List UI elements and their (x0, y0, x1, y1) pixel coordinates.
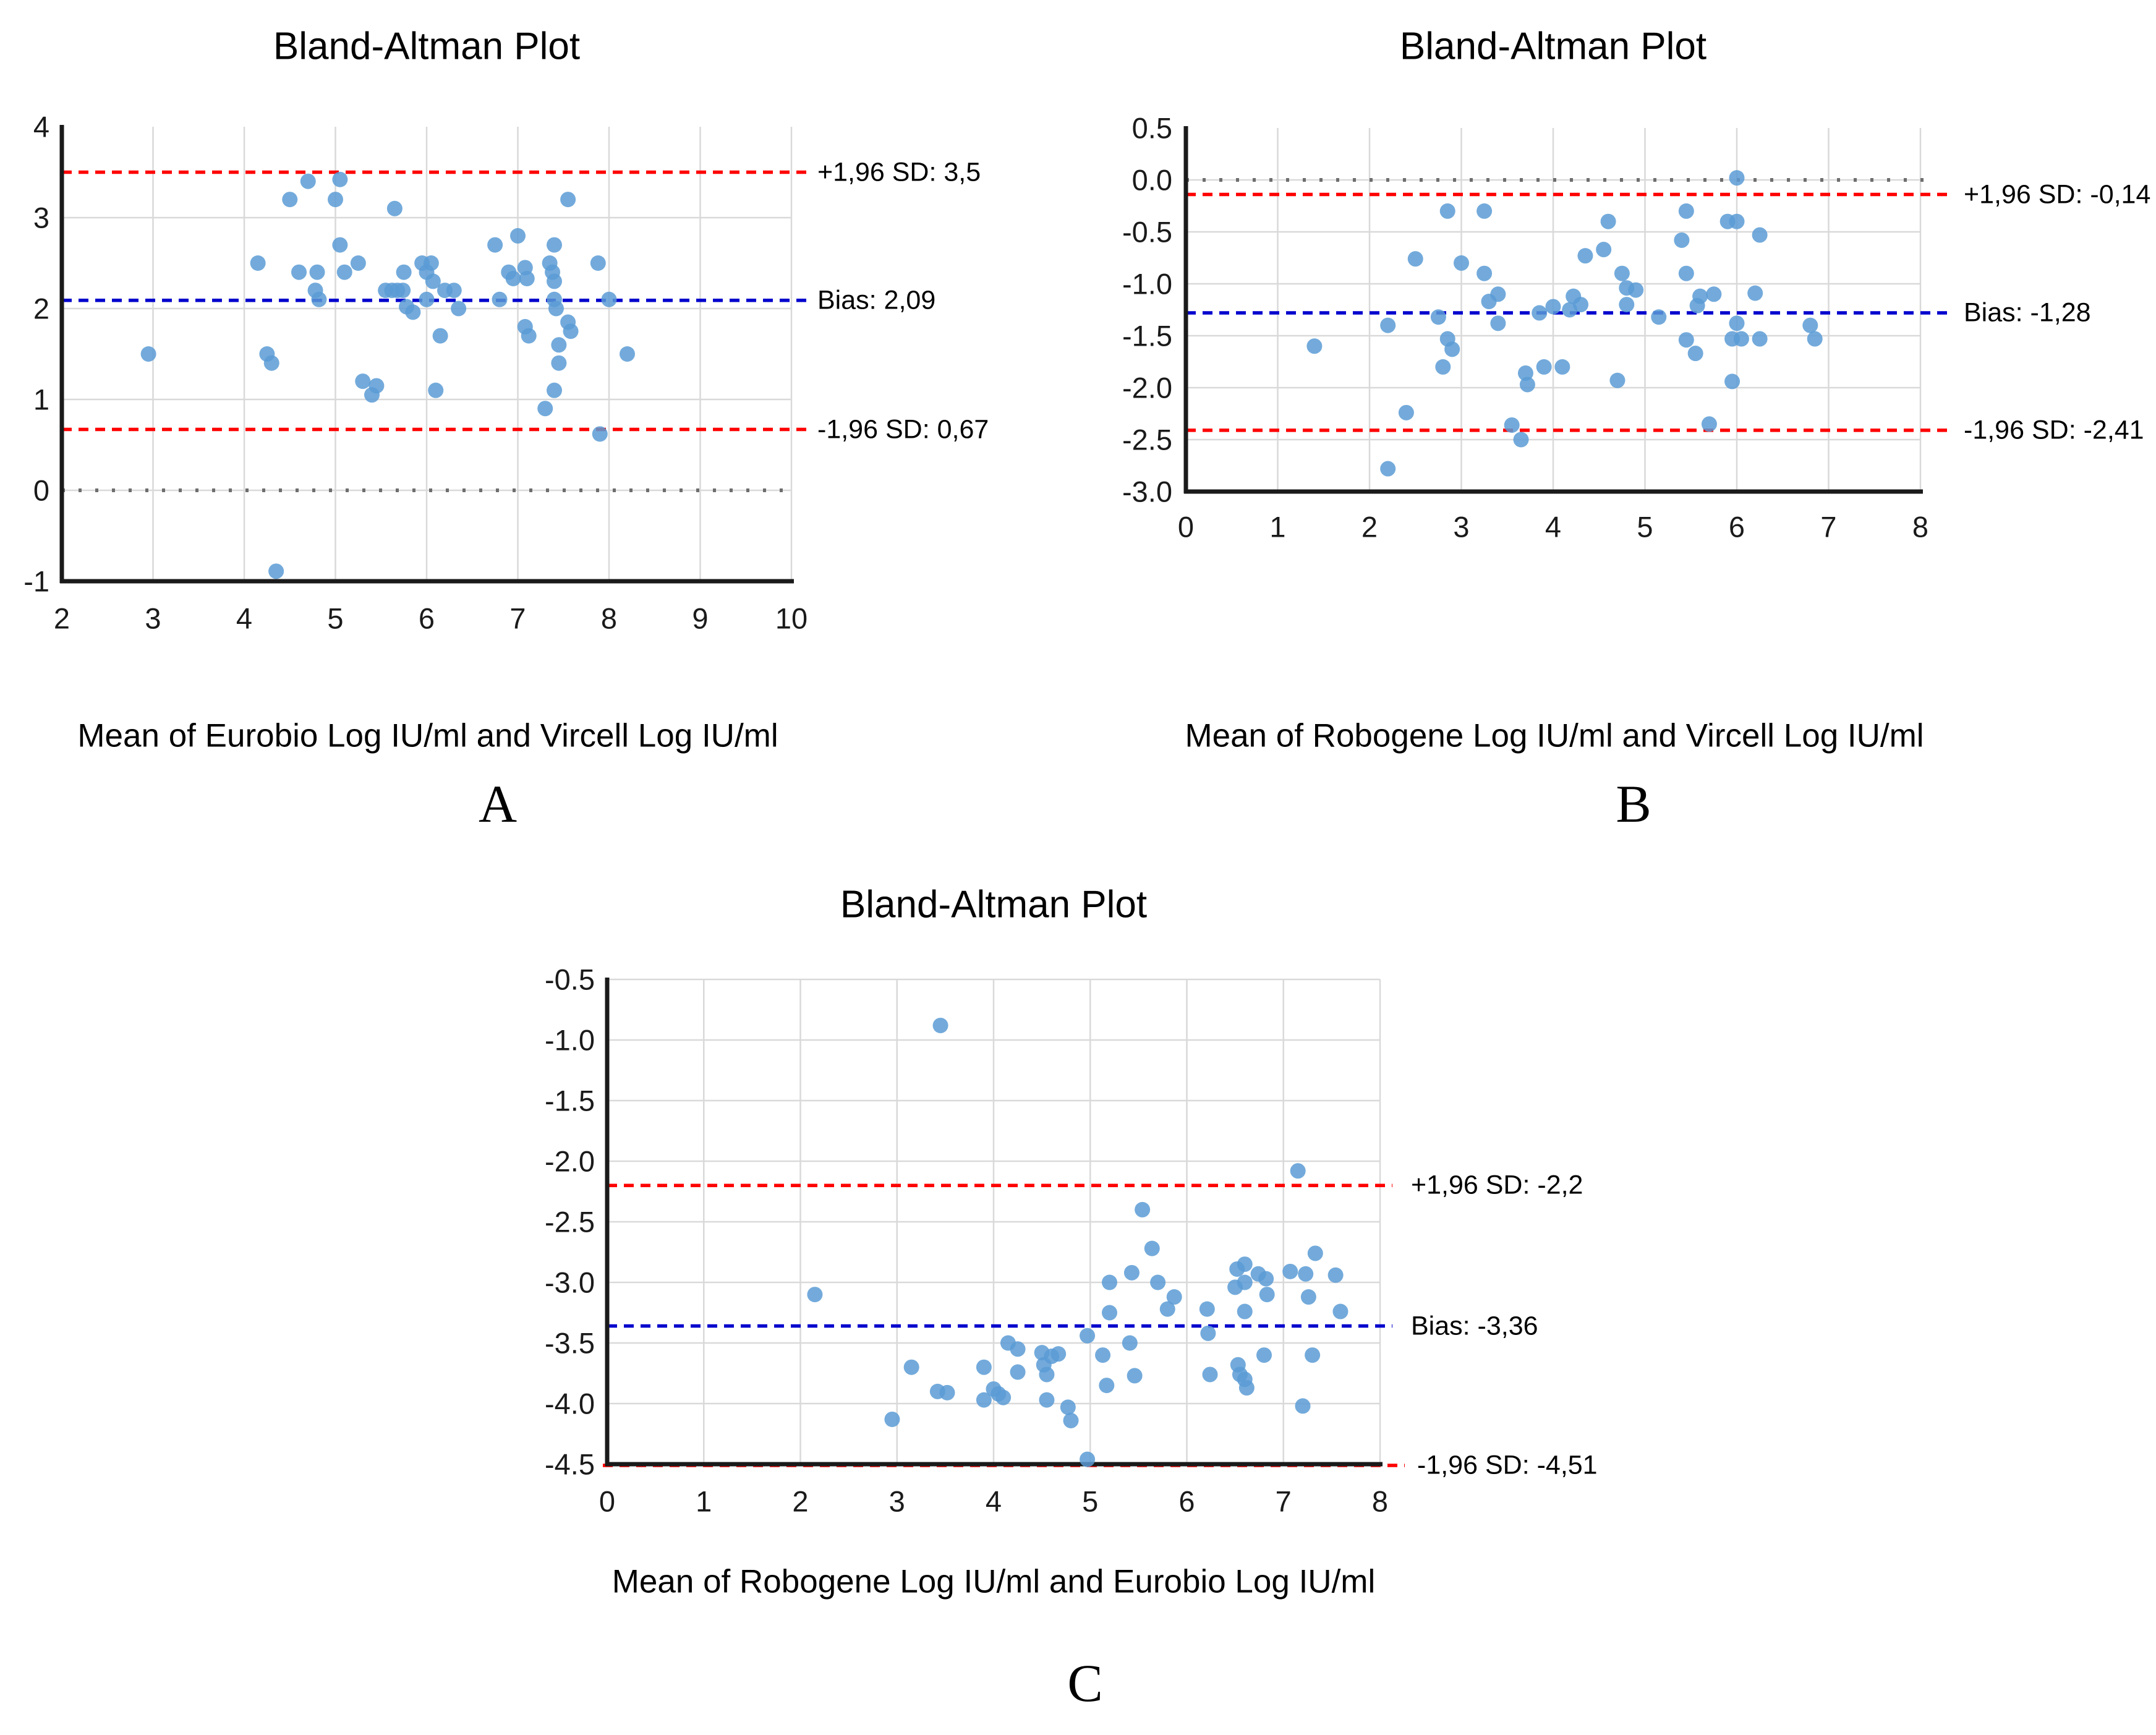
svg-text:1: 1 (33, 383, 49, 416)
svg-text:4: 4 (1545, 511, 1561, 544)
svg-text:-1.5: -1.5 (1122, 320, 1172, 352)
svg-text:0: 0 (1178, 511, 1194, 544)
panel-c-title: Bland-Altman Plot (840, 883, 1148, 926)
svg-text:-2.0: -2.0 (545, 1145, 595, 1178)
panel-a-bias-label: Bias: 2,09 (817, 285, 936, 315)
svg-text:-0.5: -0.5 (1122, 216, 1172, 249)
svg-text:-1.5: -1.5 (545, 1085, 595, 1117)
svg-text:-0.5: -0.5 (545, 963, 595, 996)
svg-text:3: 3 (1453, 511, 1469, 544)
panel-b-upper-loa-label: +1,96 SD: -0,14 (1964, 179, 2151, 210)
svg-text:7: 7 (1276, 1485, 1292, 1518)
panel-a-lower-loa-label: -1,96 SD: 0,67 (817, 414, 989, 444)
svg-text:2: 2 (792, 1485, 808, 1518)
panel-b-x-axis-label: Mean of Robogene Log IU/ml and Vircell L… (1185, 717, 1924, 754)
panel-c-letter: C (1067, 1653, 1103, 1713)
svg-text:1: 1 (696, 1485, 712, 1518)
panel-b-bias-label: Bias: -1,28 (1964, 297, 2091, 328)
panel-a-letter: A (478, 774, 518, 833)
svg-text:2: 2 (54, 602, 70, 635)
svg-text:9: 9 (692, 602, 708, 635)
svg-text:6: 6 (1178, 1485, 1195, 1518)
svg-text:-2.5: -2.5 (1122, 424, 1172, 456)
svg-text:-1.0: -1.0 (545, 1024, 595, 1057)
svg-text:8: 8 (1912, 511, 1928, 544)
svg-text:3: 3 (33, 202, 49, 234)
svg-text:10: 10 (775, 602, 807, 635)
svg-text:2: 2 (1361, 511, 1378, 544)
svg-text:-2.5: -2.5 (545, 1206, 595, 1238)
svg-text:-3.5: -3.5 (545, 1327, 595, 1360)
svg-text:-1: -1 (23, 565, 49, 598)
svg-text:1: 1 (1269, 511, 1285, 544)
panel-c-bias-label: Bias: -3,36 (1411, 1311, 1538, 1341)
svg-text:7: 7 (1820, 511, 1836, 544)
svg-text:5: 5 (327, 602, 343, 635)
svg-text:6: 6 (419, 602, 435, 635)
panel-b-title: Bland-Altman Plot (1399, 25, 1707, 68)
svg-text:-3.0: -3.0 (545, 1266, 595, 1299)
panel-a-title: Bland-Altman Plot (273, 25, 581, 68)
svg-text:4: 4 (986, 1485, 1002, 1518)
svg-text:-4.0: -4.0 (545, 1388, 595, 1420)
panel-a-upper-loa-label: +1,96 SD: 3,5 (817, 157, 981, 187)
svg-text:7: 7 (509, 602, 526, 635)
svg-text:-2.0: -2.0 (1122, 372, 1172, 404)
svg-text:0: 0 (599, 1485, 615, 1518)
svg-text:8: 8 (601, 602, 617, 635)
svg-text:4: 4 (236, 602, 252, 635)
svg-text:6: 6 (1729, 511, 1745, 544)
svg-text:8: 8 (1372, 1485, 1388, 1518)
svg-text:0: 0 (33, 474, 49, 507)
svg-text:4: 4 (33, 111, 49, 143)
svg-text:2: 2 (33, 292, 49, 325)
svg-text:5: 5 (1637, 511, 1653, 544)
svg-text:5: 5 (1082, 1485, 1098, 1518)
panel-b-lower-loa-label: -1,96 SD: -2,41 (1964, 415, 2144, 445)
svg-text:-4.5: -4.5 (545, 1448, 595, 1481)
svg-text:0.5: 0.5 (1132, 112, 1172, 145)
panel-c-upper-loa-label: +1,96 SD: -2,2 (1411, 1170, 1583, 1200)
svg-text:-3.0: -3.0 (1122, 475, 1172, 508)
panel-c-lower-loa-label: -1,96 SD: -4,51 (1417, 1450, 1598, 1480)
panel-b-letter: B (1616, 774, 1651, 833)
svg-text:0.0: 0.0 (1132, 164, 1172, 197)
panel-c-x-axis-label: Mean of Robogene Log IU/ml and Eurobio L… (611, 1563, 1376, 1600)
svg-text:-1.0: -1.0 (1122, 268, 1172, 301)
panel-a-x-axis-label: Mean of Eurobio Log IU/ml and Vircell Lo… (77, 717, 778, 754)
svg-text:3: 3 (889, 1485, 905, 1518)
svg-text:3: 3 (145, 602, 161, 635)
